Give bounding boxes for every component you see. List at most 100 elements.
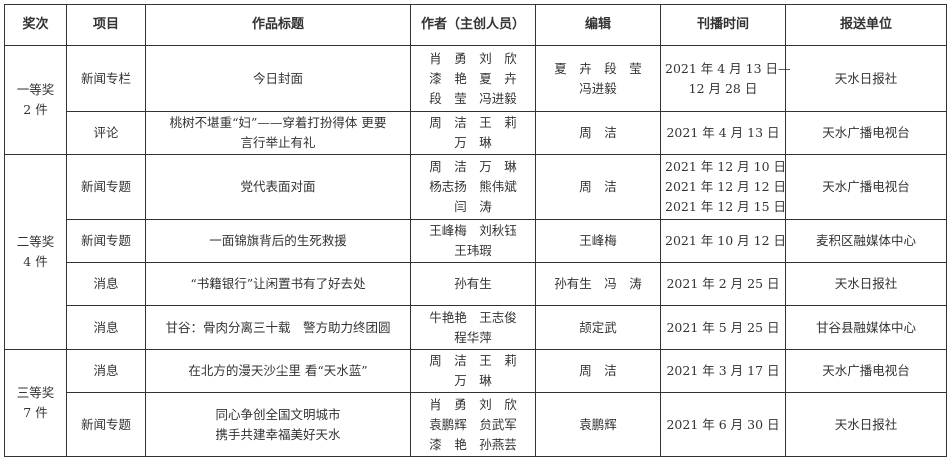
award-cell: 二等奖 4 件	[4, 154, 67, 350]
editor-cell: 周 洁	[535, 111, 661, 155]
unit-cell: 天水广播电视台	[785, 154, 947, 220]
author-line: 孙有生	[454, 276, 492, 291]
title-cell: 党代表面对面	[145, 154, 411, 220]
author-line: 程华萍	[454, 329, 492, 345]
author-line: 王峰梅 刘秋钰	[429, 223, 517, 238]
title-line: 言行举止有礼	[240, 135, 316, 150]
category-cell: 消息	[66, 349, 146, 393]
title-cell: 今日封面	[145, 45, 411, 112]
author-line: 肖 勇 刘 欣	[429, 396, 517, 412]
date-cell: 2021 年 6 月 30 日	[660, 392, 786, 457]
unit-cell: 天水日报社	[785, 392, 947, 457]
authors-cell: 肖 勇 刘 欣漆 艳 夏 卉段 莹 冯进毅	[410, 45, 536, 112]
title-line: 今日封面	[252, 70, 303, 86]
title-line: 在北方的漫天沙尘里 看“天水蓝”	[188, 363, 368, 378]
category-cell: 评论	[66, 111, 146, 155]
date-cell: 2021 年 4 月 13 日— 12 月 28 日	[660, 45, 791, 112]
table-row: 评论 桃树不堪重“妇”——穿着打扮得体 更要 言行举止有礼 周 洁 王 莉万 琳 周 洁…	[5, 111, 947, 155]
award-line: 4 件	[23, 254, 48, 269]
unit-cell: 天水日报社	[785, 262, 947, 306]
table-row: 消息 “书籍银行”让闲置书有了好去处 孙有生 孙有生 冯 涛 2021 年 2 月 25…	[5, 262, 947, 306]
category-cell: 新闻专题	[66, 219, 146, 263]
author-line: 漆 艳 夏 卉	[429, 70, 517, 86]
date-line: 2021 年 10 月 12 日	[665, 233, 786, 248]
title-line: 党代表面对面	[240, 179, 316, 194]
authors-cell: 周 洁 万 琳杨志扬 熊伟斌闫 涛	[410, 154, 536, 220]
title-cell: 同心争创全国文明城市 携手共建幸福美好天水	[145, 392, 411, 457]
unit-cell: 甘谷县融媒体中心	[785, 305, 947, 350]
author-line: 漆 艳 孙燕芸	[429, 436, 517, 452]
award-cell: 一等奖 2 件	[4, 45, 67, 155]
unit-cell: 麦积区融媒体中心	[785, 219, 947, 263]
editor-line: 颉定武	[579, 319, 617, 335]
title-line: 携手共建幸福美好天水	[215, 426, 341, 442]
unit-cell: 天水日报社	[785, 45, 947, 112]
author-line: 闫 涛	[454, 199, 492, 214]
title-cell: 桃树不堪重“妇”——穿着打扮得体 更要 言行举止有礼	[145, 111, 411, 155]
author-line: 袁鹏辉 贠武军	[429, 416, 517, 432]
category-cell: 新闻专栏	[66, 45, 146, 112]
author-line: 万 琳	[454, 373, 492, 388]
author-line: 周 洁 王 莉	[429, 115, 517, 130]
category-cell: 消息	[66, 305, 146, 350]
title-line: “书籍银行”让闲置书有了好去处	[190, 276, 366, 291]
header-row: 奖次 项目 作品标题 作者（主创人员） 编辑 刊播时间 报送单位	[4, 4, 947, 46]
award-line: 2 件	[23, 102, 48, 117]
editor-cell: 孙有生 冯 涛	[535, 262, 661, 306]
date-line: 2021 年 12 月 15 日	[665, 199, 786, 214]
title-cell: 在北方的漫天沙尘里 看“天水蓝”	[145, 349, 411, 393]
editor-line: 周 洁	[579, 363, 617, 378]
date-cell: 2021 年 10 月 12 日	[660, 219, 786, 263]
authors-cell: 王峰梅 刘秋钰 王玮瑕	[410, 219, 536, 263]
header-date: 刊播时间	[660, 4, 786, 46]
header-award: 奖次	[4, 4, 67, 46]
author-line: 肖 勇 刘 欣	[429, 50, 517, 66]
date-line: 2021 年 12 月 10 日	[665, 159, 786, 174]
table-row: 二等奖 4 件 新闻专题 党代表面对面 周 洁 万 琳杨志扬 熊伟斌闫 涛 周 洁 2021…	[4, 154, 947, 350]
author-line: 万 琳	[454, 135, 492, 150]
author-line: 王玮瑕	[454, 243, 492, 258]
table-row: 三等奖 7 件 消息 在北方的漫天沙尘里 看“天水蓝” 周 洁 王 莉万 琳 周 洁 202…	[4, 349, 947, 457]
category-cell: 新闻专题	[66, 392, 146, 457]
award-line: 一等奖	[16, 82, 55, 97]
category-cell: 消息	[66, 262, 146, 306]
title-line: 同心争创全国文明城市	[215, 406, 341, 422]
title-line: 一面锦旗背后的生死救援	[209, 233, 347, 248]
author-line: 牛艳艳 王志俊	[429, 309, 517, 325]
date-line: 2021 年 12 月 12 日	[665, 179, 786, 194]
date-cell: 2021 年 5 月 25 日	[660, 305, 786, 350]
header-author: 作者（主创人员）	[410, 4, 536, 46]
editor-cell: 袁鹏辉	[535, 392, 661, 457]
editor-cell: 周 洁	[535, 349, 661, 393]
date-line: 2021 年 4 月 13 日	[666, 125, 780, 140]
author-line: 段 莹 冯进毅	[429, 90, 517, 106]
award-line: 三等奖	[16, 385, 55, 400]
award-line: 二等奖	[16, 234, 55, 249]
editor-line: 冯进毅	[579, 80, 617, 96]
date-cell: 2021 年 4 月 13 日	[660, 111, 786, 155]
editor-line: 孙有生 冯 涛	[554, 276, 642, 291]
editor-cell: 王峰梅	[535, 219, 661, 263]
editor-cell: 颉定武	[535, 305, 661, 350]
date-line: 2021 年 3 月 17 日	[666, 363, 780, 378]
author-line: 周 洁 万 琳	[429, 159, 517, 174]
awards-table: 奖次 项目 作品标题 作者（主创人员） 编辑 刊播时间 报送单位 一等奖 2 件 新闻专栏 今日封…	[4, 4, 947, 457]
authors-cell: 周 洁 王 莉万 琳	[410, 349, 536, 393]
award-line: 7 件	[23, 405, 48, 420]
table-row: 新闻专题 同心争创全国文明城市 携手共建幸福美好天水肖 勇 刘 欣袁鹏辉 贠武军漆 …	[5, 392, 947, 457]
header-category: 项目	[66, 4, 146, 46]
authors-cell: 孙有生	[410, 262, 536, 306]
award-cell: 三等奖 7 件	[4, 349, 67, 457]
unit-cell: 天水广播电视台	[785, 349, 947, 393]
unit-cell: 天水广播电视台	[785, 111, 947, 155]
authors-cell: 牛艳艳 王志俊 程华萍	[410, 305, 536, 350]
date-line: 2021 年 2 月 25 日	[666, 276, 780, 291]
editor-line: 周 洁	[579, 125, 617, 140]
editor-line: 袁鹏辉	[579, 416, 617, 432]
title-line: 甘谷：骨肉分离三十载 警方助力终团圆	[165, 319, 391, 335]
table-row: 消息 甘谷：骨肉分离三十载 警方助力终团圆 牛艳艳 王志俊 程华萍 颉定武 2021 年 …	[5, 305, 947, 350]
table-row: 新闻专题 一面锦旗背后的生死救援 王峰梅 刘秋钰 王玮瑕 王峰梅 2021 年 10 月 …	[5, 219, 947, 263]
title-cell: 甘谷：骨肉分离三十载 警方助力终团圆	[145, 305, 411, 350]
date-cell: 2021 年 2 月 25 日	[660, 262, 786, 306]
editor-line: 周 洁	[579, 179, 617, 194]
